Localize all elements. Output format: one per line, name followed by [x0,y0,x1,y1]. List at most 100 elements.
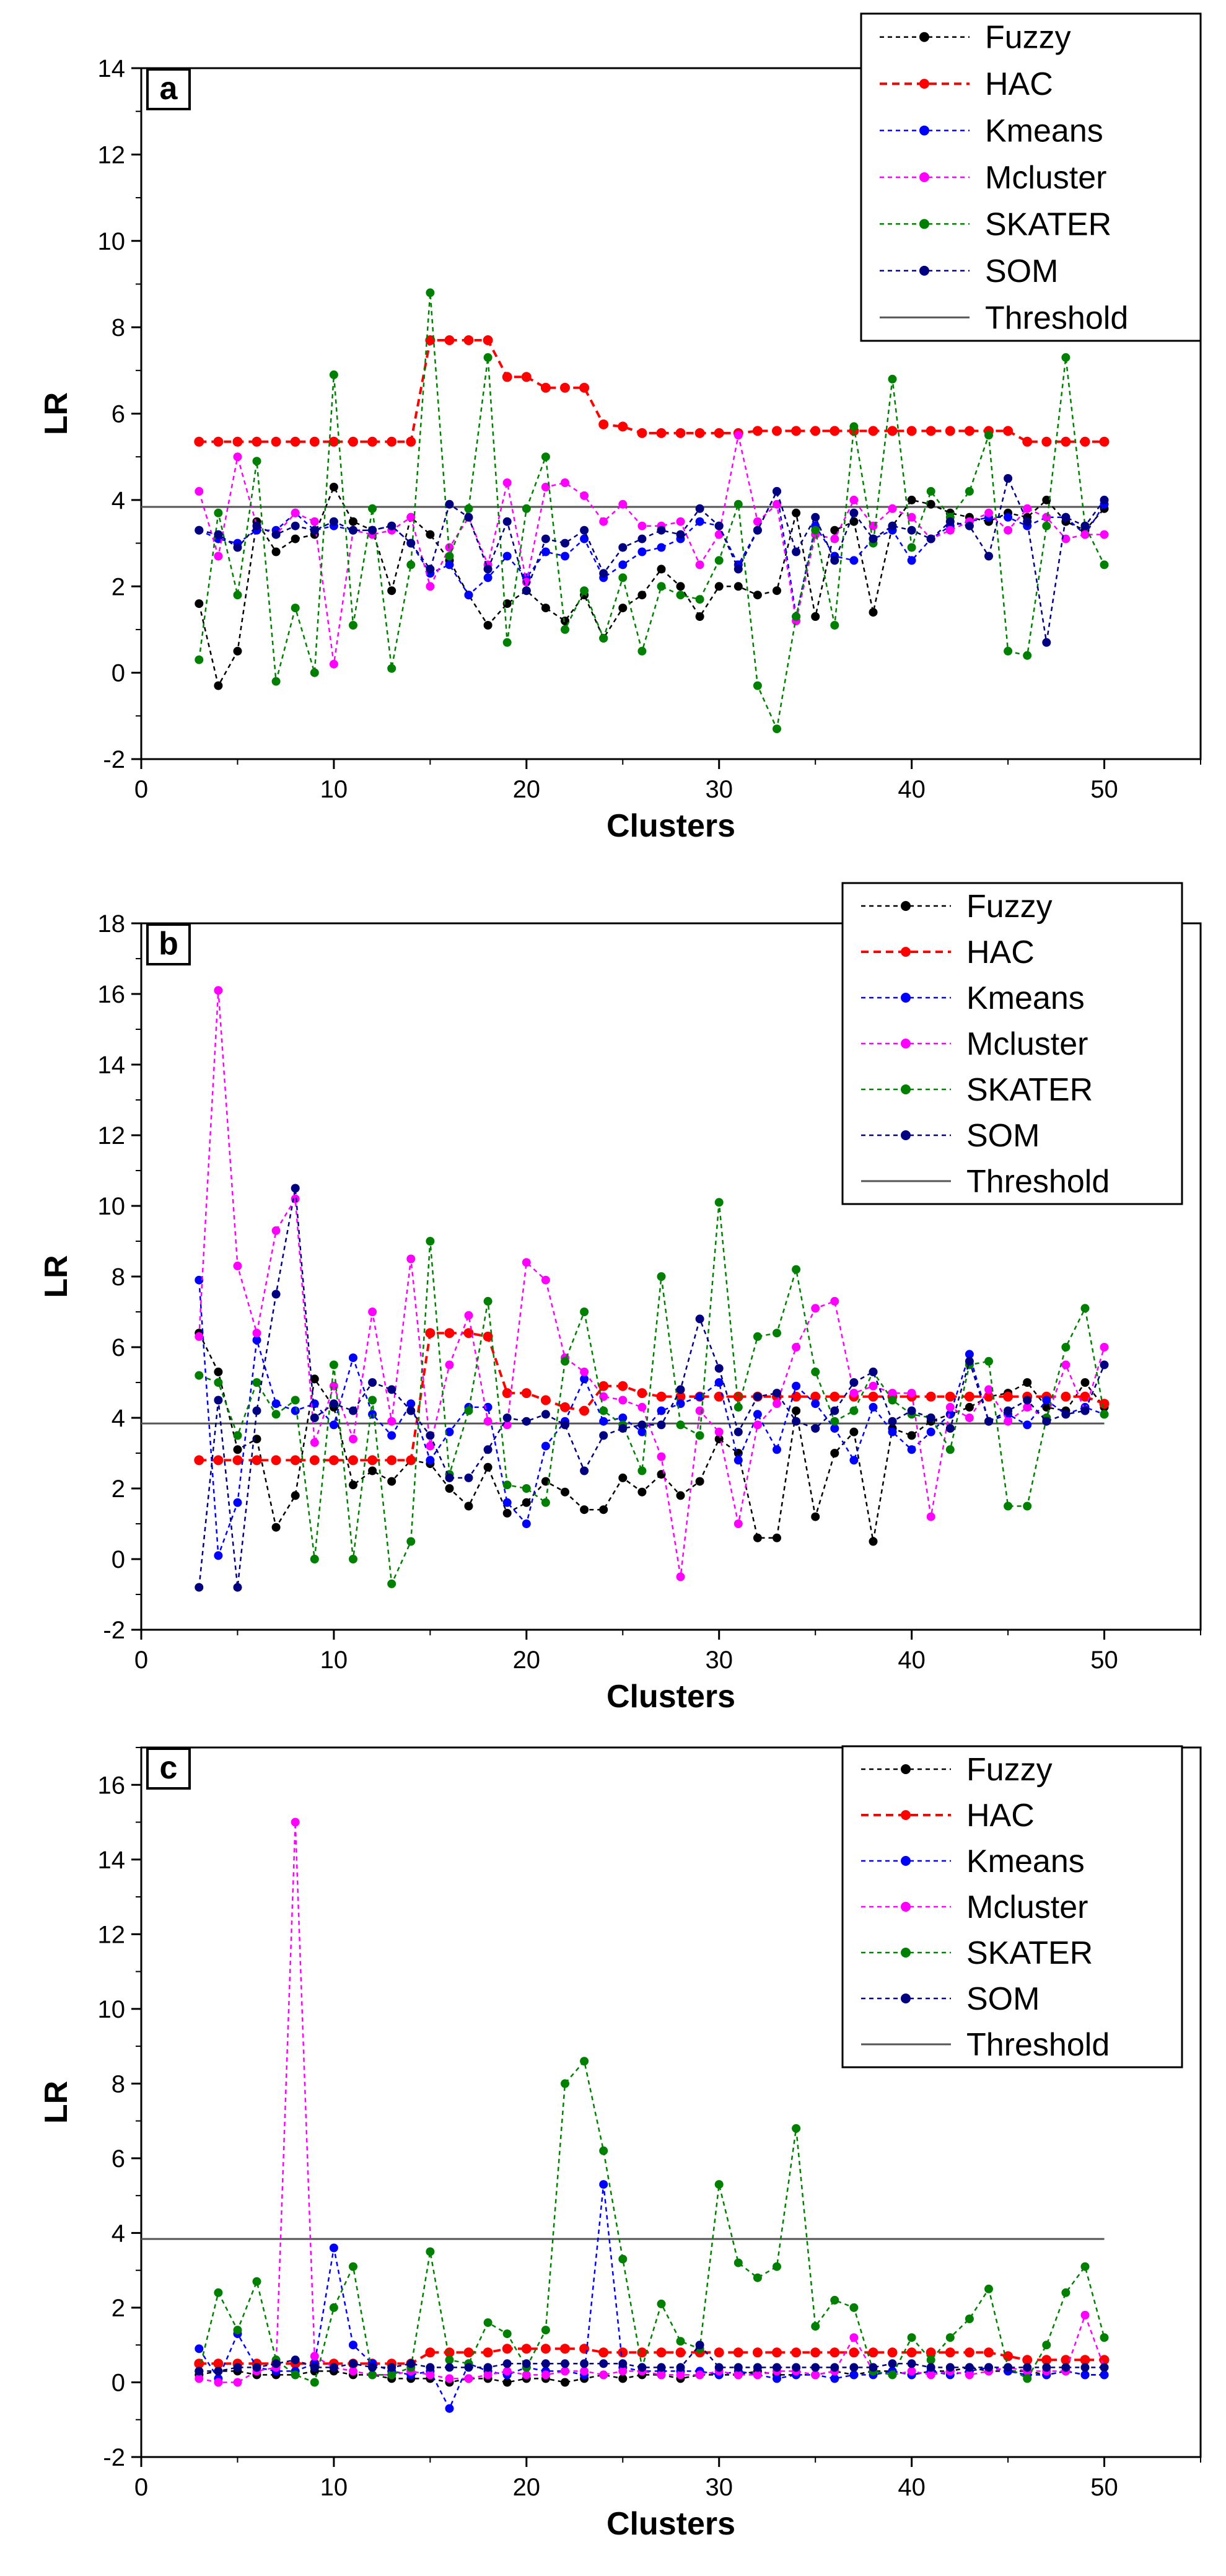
series-mcluster [195,986,1109,1581]
data-point [965,1413,974,1422]
data-point [541,483,550,491]
data-point [984,431,993,440]
data-point [869,608,878,617]
data-point [945,1402,955,1412]
data-point [618,1396,628,1405]
data-point [445,552,454,561]
data-point [291,1406,300,1415]
data-point [387,1417,396,1426]
data-point [483,2363,493,2372]
data-point [695,612,704,621]
data-point [810,2347,821,2358]
data-point [849,1378,859,1387]
plot-frame [140,1746,1202,2458]
data-point [252,457,261,466]
data-point [1080,436,1090,447]
data-point [329,483,338,491]
data-point [580,2057,589,2066]
data-point [965,1402,974,1412]
data-point [811,525,820,535]
data-point [714,1435,724,1444]
data-point [1061,1360,1071,1369]
data-point [502,1480,512,1490]
data-point [406,538,416,548]
data-point [349,2341,357,2350]
data-point [598,2347,609,2358]
data-point [502,1508,512,1518]
x-axis-label: Clusters [606,808,735,844]
data-point [888,2370,897,2380]
data-point [733,582,743,591]
y-tick-label: 16 [98,981,126,1008]
data-point [618,543,628,552]
data-point [733,2258,743,2267]
data-point [849,2363,859,2372]
data-point [271,1410,281,1419]
legend-marker [919,79,929,89]
series-line-kmeans [198,488,1105,617]
data-point [329,1399,338,1409]
data-point [271,1399,281,1409]
data-point [773,1329,781,1338]
data-point [676,530,685,539]
data-point [540,382,551,393]
series-line-skater [198,2059,1105,2384]
data-point [541,2359,550,2368]
data-point [464,591,473,600]
data-point [214,2367,223,2376]
data-point [637,521,647,530]
y-tick-label: 8 [112,2070,125,2098]
data-point [599,1406,608,1415]
data-point [483,565,493,574]
data-point [252,1329,261,1338]
legend-label: SKATER [966,1072,1093,1108]
data-point [887,2347,898,2358]
data-point [1080,1406,1090,1415]
data-point [310,525,319,535]
data-point [733,499,743,509]
data-point [522,504,531,513]
data-point [656,1391,667,1402]
data-point [483,1402,493,1412]
legend-label: Fuzzy [966,889,1053,925]
data-point [657,1452,666,1461]
data-point [907,556,916,565]
y-tick-label: 14 [98,55,126,82]
legend-marker [919,219,929,229]
x-tick-label: 10 [320,1646,348,1674]
data-point [714,1364,724,1373]
data-point [329,1360,338,1369]
y-tick-label: 0 [112,660,125,687]
data-point [348,1455,358,1466]
data-point [463,2347,474,2358]
data-point [1080,2363,1090,2372]
legend-marker [901,1130,911,1140]
data-point [618,604,628,613]
data-point [618,2374,628,2383]
data-point [657,582,666,591]
data-point [426,530,435,539]
data-point [888,504,897,513]
data-point [888,2359,897,2368]
data-point [561,2378,569,2387]
series-mcluster [195,431,1109,669]
data-point [426,288,435,297]
data-point [599,2359,608,2368]
data-point [541,452,550,462]
data-point [387,2363,396,2372]
y-tick-label: 12 [98,1921,126,1948]
data-point [233,2378,242,2387]
data-point [291,1184,300,1193]
data-point [349,621,357,630]
data-point [830,426,840,436]
y-tick-label: 12 [98,1122,126,1150]
data-point [1042,1396,1051,1405]
data-point [195,2374,204,2383]
data-point [213,1455,224,1466]
legend-label: Kmeans [985,113,1103,149]
data-point [676,582,685,591]
data-point [560,2344,570,2354]
data-point [965,2314,974,2323]
legend-marker [901,1764,911,1774]
data-point [483,1462,493,1472]
